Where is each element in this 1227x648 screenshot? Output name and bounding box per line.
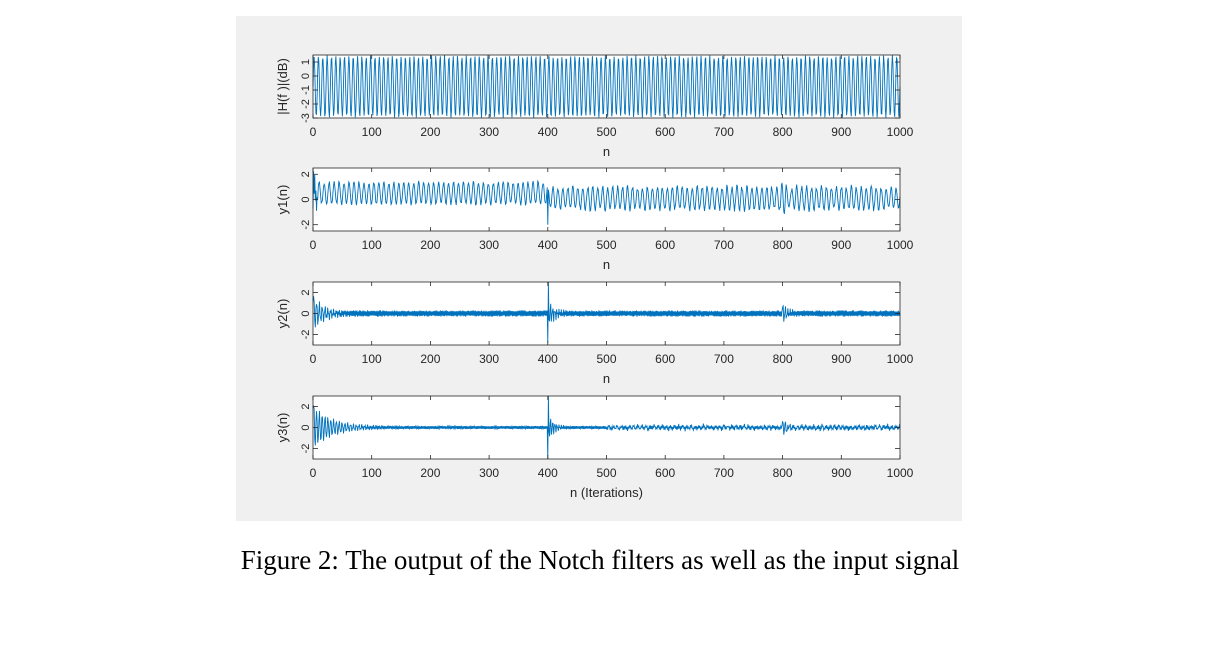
y-tick-label: 2 xyxy=(300,289,312,295)
y-tick-label: 0 xyxy=(300,424,312,430)
signal-line xyxy=(312,55,901,118)
x-tick-label: 1000 xyxy=(887,125,914,139)
y-axis-label: y2(n) xyxy=(275,299,290,329)
x-tick-label: 400 xyxy=(538,125,558,139)
x-tick-label: 200 xyxy=(420,466,440,480)
x-tick-label: 400 xyxy=(538,238,558,252)
y-tick-label: -2 xyxy=(300,330,312,340)
x-tick-label: 500 xyxy=(596,238,616,252)
x-tick-label: 100 xyxy=(362,466,382,480)
x-tick-label: 500 xyxy=(596,466,616,480)
x-tick-label: 0 xyxy=(310,238,317,252)
y-tick-label: 0 xyxy=(300,196,312,202)
x-tick-label: 1000 xyxy=(887,238,914,252)
y-tick-label: -2 xyxy=(300,220,312,230)
y-tick-label: -2 xyxy=(300,99,312,109)
x-tick-label: 300 xyxy=(479,352,499,366)
x-tick-label: 800 xyxy=(773,352,793,366)
x-tick-label: 300 xyxy=(479,238,499,252)
y-tick-label: -1 xyxy=(300,85,312,95)
y-axis-label: y1(n) xyxy=(275,185,290,215)
x-tick-label: 1000 xyxy=(887,466,914,480)
x-tick-label: 900 xyxy=(831,352,851,366)
signal-line xyxy=(312,281,901,343)
x-tick-label: 900 xyxy=(831,238,851,252)
x-tick-label: 300 xyxy=(479,466,499,480)
subplot-4: 0 100 200 300 400 500 600 700 800 900 1000 2 0 -2 n (I… xyxy=(275,395,914,500)
x-tick-label: 0 xyxy=(310,125,317,139)
subplot-3: 0 100 200 300 400 500 600 700 800 900 1000 2 0 -2 n y2(… xyxy=(275,281,914,386)
x-tick-label: 900 xyxy=(831,125,851,139)
x-tick-label: 0 xyxy=(310,352,317,366)
x-tick-label: 800 xyxy=(773,466,793,480)
signal-line xyxy=(312,395,901,460)
x-tick-label: 200 xyxy=(420,352,440,366)
x-tick-label: 100 xyxy=(362,125,382,139)
y-tick-label: 2 xyxy=(300,403,312,409)
x-tick-label: 800 xyxy=(773,238,793,252)
x-axis-label: n xyxy=(603,144,610,159)
y-tick-label: -2 xyxy=(300,444,312,454)
x-axis-label: n xyxy=(603,371,610,386)
x-tick-label: 0 xyxy=(310,466,317,480)
x-tick-label: 800 xyxy=(773,125,793,139)
x-tick-label: 900 xyxy=(831,466,851,480)
y-tick-label: 0 xyxy=(300,73,312,79)
x-tick-label: 200 xyxy=(420,238,440,252)
y-tick-label: 0 xyxy=(300,310,312,316)
x-tick-label: 500 xyxy=(596,352,616,366)
y-axis-label: y3(n) xyxy=(275,413,290,443)
x-tick-label: 1000 xyxy=(887,352,914,366)
x-tick-label: 400 xyxy=(538,466,558,480)
x-tick-label: 200 xyxy=(420,125,440,139)
x-tick-label: 600 xyxy=(655,466,675,480)
x-tick-label: 700 xyxy=(714,466,734,480)
x-tick-label: 700 xyxy=(714,125,734,139)
x-tick-label: 700 xyxy=(714,352,734,366)
x-tick-label: 600 xyxy=(655,238,675,252)
subplots-figure: 0 100 200 300 400 500 600 700 800 900 100010-1-2-3… xyxy=(275,54,914,500)
y-axis-label: |H(f )|(dB) xyxy=(275,58,290,115)
y-tick-label: 2 xyxy=(300,171,312,177)
x-tick-label: 400 xyxy=(538,352,558,366)
figure-panel: 0 100 200 300 400 500 600 700 800 900 1000 1 0 -1 -2 -3… xyxy=(236,16,962,521)
x-tick-label: 100 xyxy=(362,238,382,252)
x-axis-label: n xyxy=(603,257,610,272)
subplot-1: 0 100 200 300 400 500 600 700 800 900 1000 1 0 -1 -2 -3… xyxy=(275,54,914,159)
x-tick-label: 500 xyxy=(596,125,616,139)
figure-caption: Figure 2: The output of the Notch filter… xyxy=(240,545,960,575)
signal-line xyxy=(312,171,901,225)
x-tick-label: 700 xyxy=(714,238,734,252)
x-tick-label: 100 xyxy=(362,352,382,366)
x-axis-label: n (Iterations) xyxy=(570,485,643,500)
y-tick-label: 1 xyxy=(300,59,312,65)
subplot-2: 0 100 200 300 400 500 600 700 800 900 1000 2 0 -2 n y1(… xyxy=(275,167,914,272)
x-tick-label: 600 xyxy=(655,352,675,366)
x-tick-label: 600 xyxy=(655,125,675,139)
x-tick-label: 300 xyxy=(479,125,499,139)
y-tick-label: -3 xyxy=(300,113,312,123)
